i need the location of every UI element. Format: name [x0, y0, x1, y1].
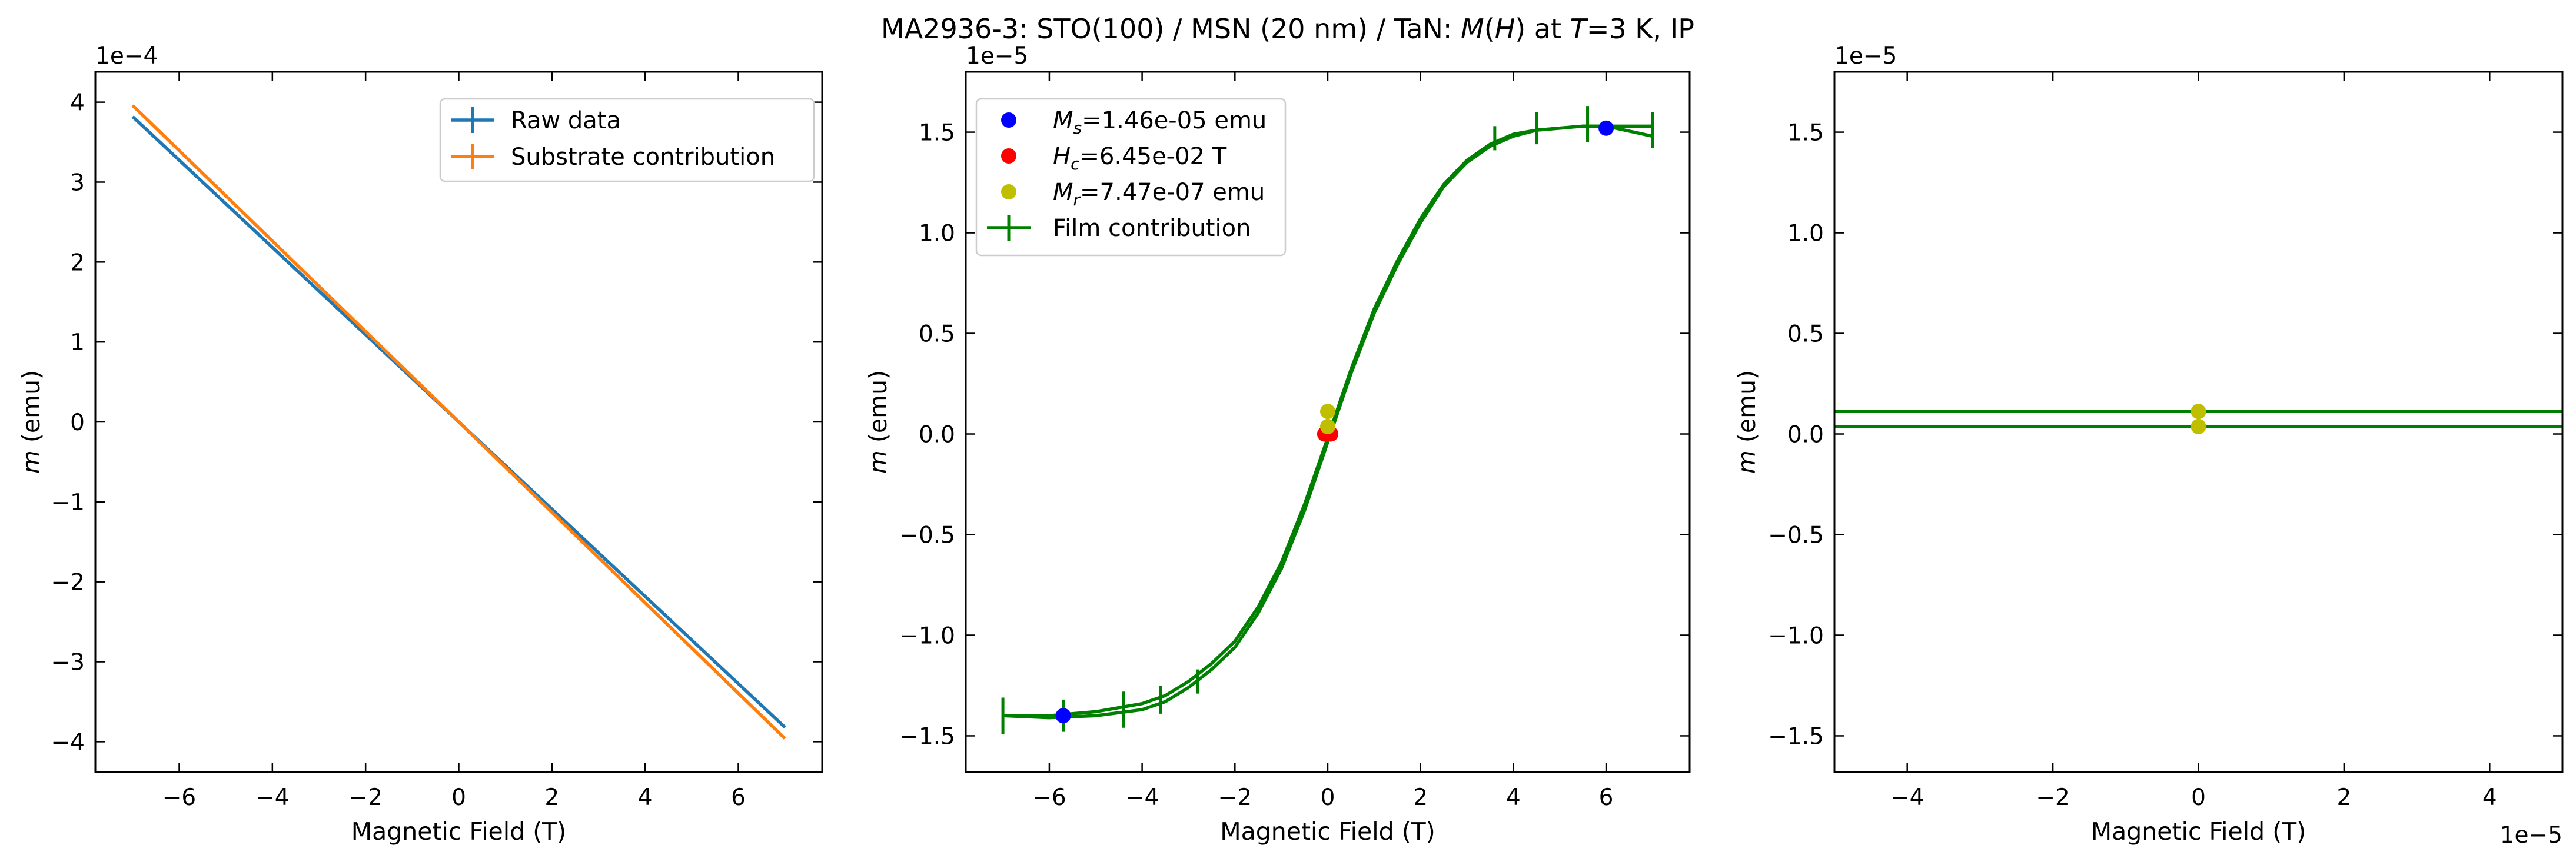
x-tick-label: 4: [638, 784, 653, 811]
y-tick-label: −1.5: [899, 723, 955, 750]
legend-box: [975, 98, 1287, 257]
x-tick-label: −2: [2036, 784, 2070, 811]
panel-raw-substrate: −6 −4 −2 0 2 4 6 −4 −3 −2 −1 0 1 2 3 4 Magnetic Field (T…: [17, 43, 823, 846]
y-tick-label: −4: [51, 729, 85, 756]
y-tick-label: −1.0: [899, 623, 955, 649]
y-axis-label: m (emu): [1733, 370, 1761, 474]
marker-point-0: [2191, 404, 2206, 420]
legend: Raw data Substrate contribution: [439, 98, 815, 182]
y-tick-label: 3: [70, 169, 85, 196]
legend-label-1: Substrate contribution: [511, 144, 775, 171]
y-tick-label: 1.5: [1787, 120, 1824, 147]
legend-marker-1: [1001, 148, 1016, 164]
y-tick-label: −2: [51, 570, 85, 596]
legend-label-marker-0: Ms=1.46e-05 emu: [1053, 107, 1267, 138]
x-tick-label: −4: [255, 784, 290, 811]
x-tick-label: −2: [348, 784, 383, 811]
x-tick-label: −4: [1125, 784, 1159, 811]
y-tick-label: 1.0: [1787, 221, 1824, 247]
panel-film-contribution: −6 −4 −2 0 2 4 6 −1.5 −1.0 −0.5 0.0 0.5 1.0 1.5 Magnet…: [864, 43, 1691, 846]
y-tick-label: 1.5: [919, 120, 955, 147]
x-tick-label: 2: [2336, 784, 2351, 811]
y-tick-label: 1: [70, 330, 85, 356]
y-axis-label-symbol: m: [17, 443, 45, 474]
y-tick-label: 0.0: [919, 422, 955, 448]
marker-point-0: [1598, 120, 1614, 136]
legend-symbol: H: [1053, 143, 1071, 170]
x-tick-label: 6: [1599, 784, 1614, 811]
y-tick-label: 0: [70, 410, 85, 436]
y-tick-label: −0.5: [1768, 522, 1824, 548]
x-axis-label: Magnetic Field (T): [351, 817, 566, 846]
y-axis-label-unit: (emu): [864, 370, 892, 443]
x-tick-label: 4: [2482, 784, 2497, 811]
x-offset-label: 1e−5: [2500, 822, 2562, 849]
plot-data-group: [131, 104, 786, 740]
y-tick-label: 0.5: [1787, 321, 1824, 348]
series-line-1: [131, 104, 786, 740]
legend-value: =6.45e-02 T: [1079, 143, 1226, 170]
y-axis-label-symbol: m: [1733, 443, 1761, 474]
x-tick-label: 2: [1413, 784, 1428, 811]
y-tick-label: 0.5: [919, 321, 955, 348]
y-axis-label-symbol: m: [864, 443, 892, 474]
y-axis-label-unit: (emu): [17, 370, 45, 443]
x-axis-label: Magnetic Field (T): [1220, 817, 1435, 846]
y-tick-label: 1.0: [919, 221, 955, 247]
marker-point-2: [1320, 404, 1335, 420]
x-tick-label: −4: [1890, 784, 1924, 811]
legend-subscript: c: [1071, 154, 1080, 174]
legend-subscript: s: [1073, 118, 1082, 138]
x-tick-label: 4: [1506, 784, 1521, 811]
plot-data-group: [1834, 404, 2562, 434]
legend-label-marker-2: Mr=7.47e-07 emu: [1053, 179, 1265, 209]
marker-point-0: [2191, 418, 2206, 434]
legend-symbol: M: [1053, 107, 1073, 134]
x-tick-label: 2: [544, 784, 559, 811]
legend-label-marker-1: Hc=6.45e-02 T: [1053, 143, 1227, 174]
y-tick-label: −1.0: [1768, 623, 1824, 649]
x-tick-label: 0: [1321, 784, 1335, 811]
legend-label-film: Film contribution: [1053, 215, 1251, 242]
y-offset-label: 1e−5: [966, 43, 1028, 69]
marker-point-2: [1320, 418, 1335, 434]
y-axis-label: m (emu): [864, 370, 892, 474]
legend-label-0: Raw data: [511, 107, 621, 134]
y-axis-label: m (emu): [17, 370, 45, 474]
panel-zoom: −4 −2 0 2 4 −1.5 −1.0 −0.5 0.0 0.5 1.0 1.5 Magnetic …: [1733, 43, 2564, 849]
y-tick-label: −1: [51, 490, 85, 516]
x-tick-label: −2: [1218, 784, 1252, 811]
legend-marker-2: [1001, 184, 1016, 199]
figure-title: MA2936-3: STO(100) / MSN (20 nm) / TaN: …: [881, 13, 1694, 45]
y-tick-label: −3: [51, 650, 85, 676]
y-tick-label: 0.0: [1787, 422, 1824, 448]
y-offset-label: 1e−5: [1834, 43, 1897, 69]
x-tick-label: 0: [2191, 784, 2206, 811]
marker-point-0: [1055, 708, 1071, 724]
legend-subscript: r: [1073, 190, 1081, 209]
legend-symbol: M: [1053, 179, 1073, 206]
x-tick-label: 6: [731, 784, 746, 811]
x-axis-label: Magnetic Field (T): [2091, 817, 2306, 846]
y-axis-label-unit: (emu): [1733, 370, 1761, 443]
legend-box: [439, 98, 815, 182]
y-tick-label: 2: [70, 249, 85, 276]
x-tick-label: −6: [1032, 784, 1066, 811]
x-tick-label: 0: [451, 784, 466, 811]
y-offset-label: 1e−4: [95, 43, 158, 69]
legend-value: =1.46e-05 emu: [1082, 107, 1267, 134]
plot-data-group: [1001, 106, 1654, 734]
legend-marker-0: [1001, 112, 1016, 128]
y-tick-label: −1.5: [1768, 723, 1824, 750]
legend-value: =7.47e-07 emu: [1080, 179, 1265, 206]
x-tick-label: −6: [162, 784, 197, 811]
y-tick-label: −0.5: [899, 522, 955, 548]
y-tick-label: 4: [70, 90, 85, 117]
